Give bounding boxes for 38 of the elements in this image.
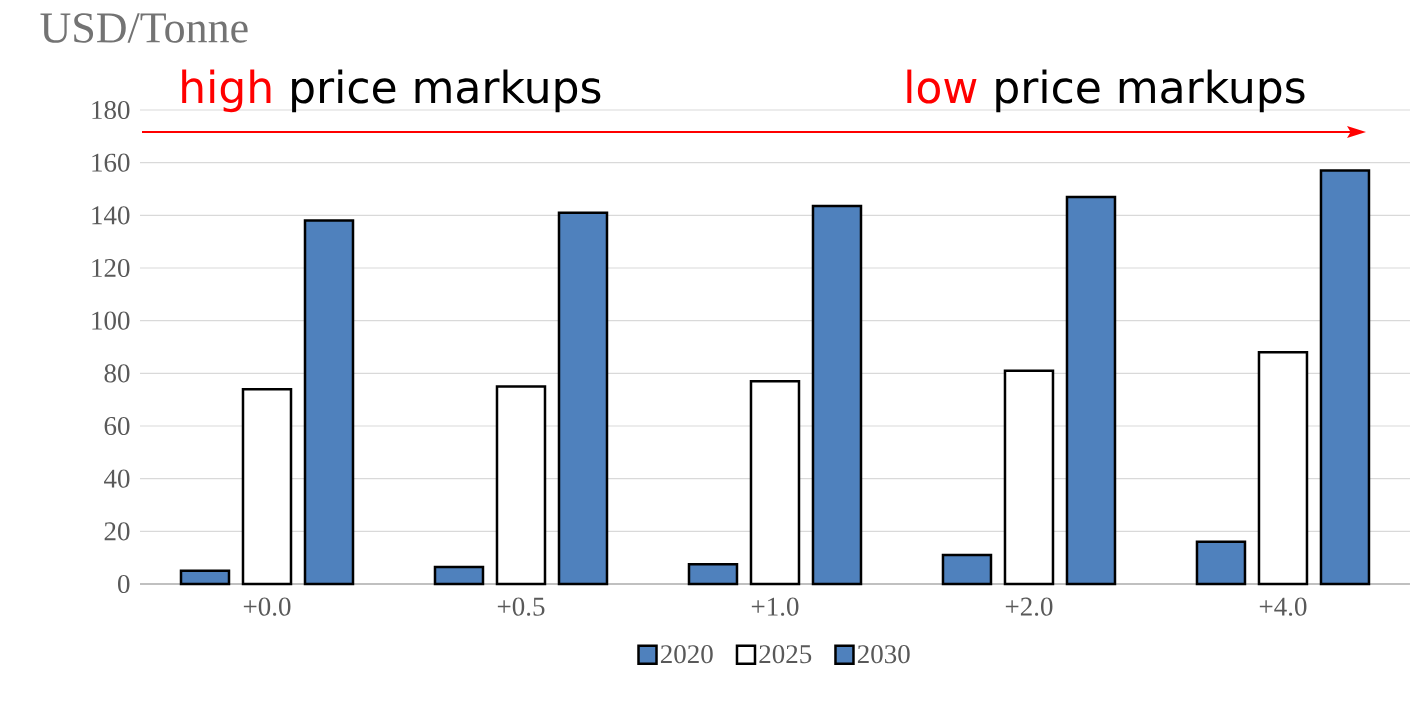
y-tick-label: 40 <box>104 469 130 488</box>
y-axis-title: USD/Tonne <box>40 13 248 43</box>
bar <box>495 385 547 586</box>
bar <box>1065 195 1117 586</box>
bar <box>811 204 863 586</box>
legend-label: 2025 <box>759 645 812 664</box>
y-tick-label: 160 <box>92 153 130 172</box>
y-tick-label: 120 <box>92 258 130 278</box>
x-tick-label: +0.0 <box>243 597 291 616</box>
bar <box>557 211 609 586</box>
bar <box>687 563 739 586</box>
legend-label: 2020 <box>660 645 713 664</box>
annotation: price markups <box>292 69 601 113</box>
bar <box>1003 369 1055 586</box>
bar <box>433 565 485 586</box>
x-tick-label: +4.0 <box>1259 597 1307 616</box>
bar <box>1319 169 1371 586</box>
y-tick-label: 180 <box>92 100 130 120</box>
bar <box>179 569 231 586</box>
y-tick-label: 20 <box>104 522 130 541</box>
bar <box>303 219 355 586</box>
x-tick-label: +0.5 <box>497 597 545 616</box>
y-tick-label: 100 <box>92 311 130 330</box>
bar <box>1257 351 1309 586</box>
x-tick-label: +2.0 <box>1005 597 1053 616</box>
text: low <box>907 69 977 104</box>
y-tick-label: 140 <box>92 206 130 225</box>
annotation: high <box>182 69 271 113</box>
y-tick-label: 0 <box>118 574 130 594</box>
bar <box>941 553 993 586</box>
annotation: price markups <box>996 69 1305 113</box>
bar <box>1195 540 1247 586</box>
y-tick-label: 80 <box>104 364 130 383</box>
legend-label: 2030 <box>857 645 910 664</box>
bar <box>241 387 293 586</box>
x-tick-label: +1.0 <box>751 597 799 616</box>
bar <box>749 379 801 586</box>
y-tick-label: 60 <box>104 416 130 436</box>
